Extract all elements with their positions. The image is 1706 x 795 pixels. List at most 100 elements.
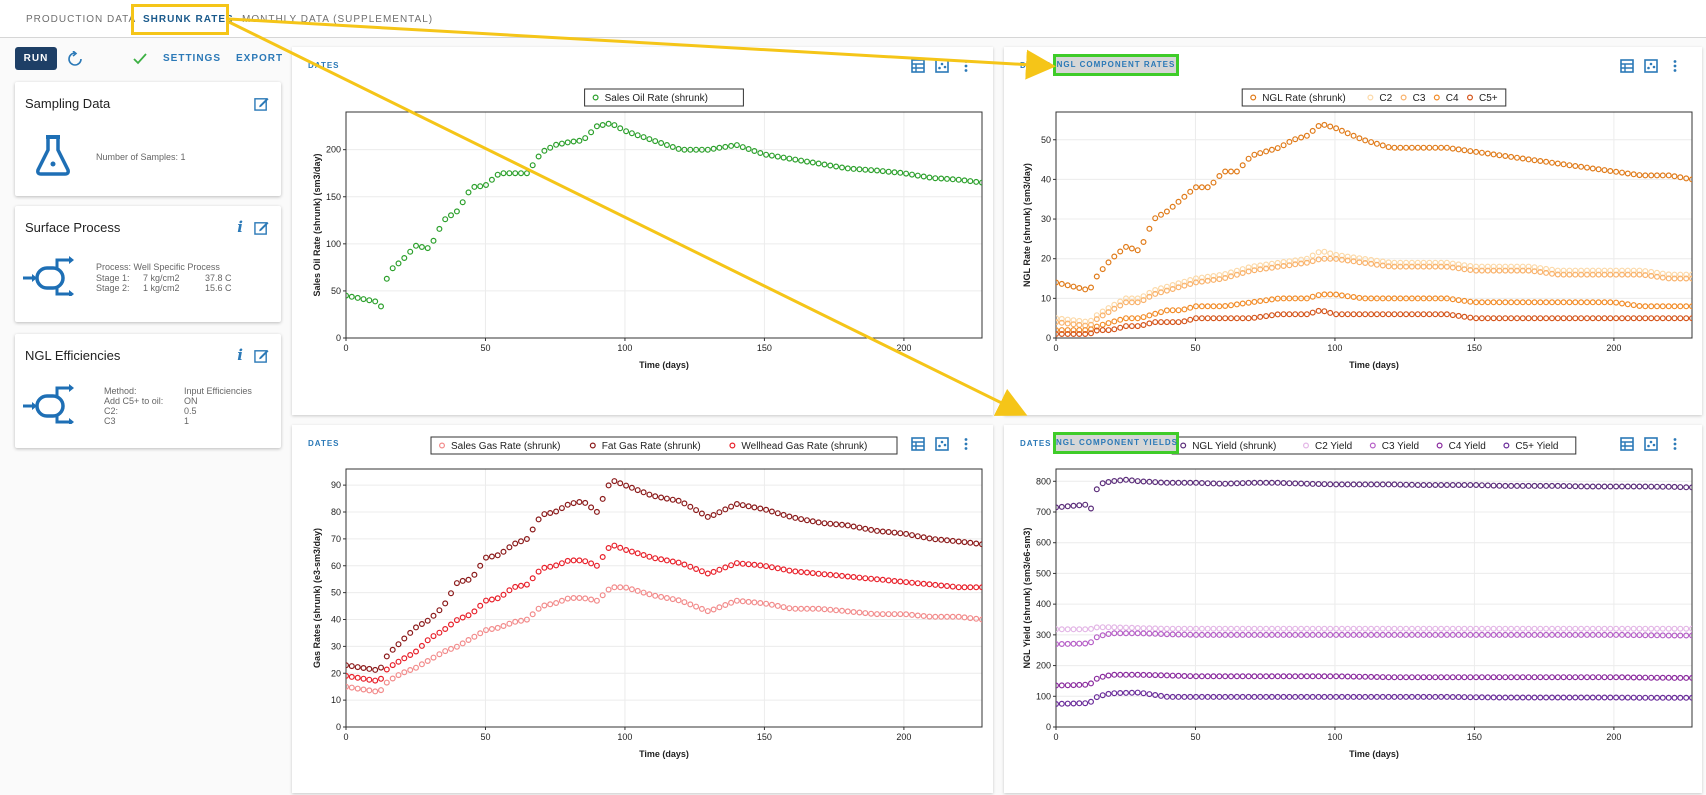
tab-production-data[interactable]: PRODUCTION DATA [26, 14, 137, 25]
info-icon[interactable]: i [237, 346, 243, 364]
data-point [1554, 625, 1561, 632]
data-point [1531, 268, 1538, 275]
data-point [1613, 631, 1620, 638]
dates-button[interactable]: DATES [308, 439, 340, 448]
data-point [1111, 253, 1118, 260]
data-point [1566, 162, 1573, 169]
table-icon[interactable] [1620, 437, 1634, 451]
data-point [1572, 315, 1579, 322]
data-point [774, 565, 781, 572]
info-icon[interactable]: i [237, 218, 243, 236]
data-point [1502, 267, 1509, 274]
data-point [1228, 269, 1235, 276]
y-axis-label: Sales Oil Rate (shrunk) (sm3/day) [312, 153, 322, 296]
run-button[interactable]: RUN [15, 47, 57, 70]
data-point [1508, 153, 1515, 160]
data-point [1502, 694, 1509, 701]
data-point [1093, 316, 1100, 323]
scatter-icon[interactable] [1644, 437, 1658, 451]
data-point [1163, 307, 1170, 314]
data-point [1158, 692, 1165, 699]
edit-icon[interactable] [254, 220, 269, 235]
dates-button[interactable]: DATES [1020, 439, 1052, 448]
data-point [1228, 273, 1235, 280]
data-point [1490, 299, 1497, 306]
scatter-icon[interactable] [1644, 59, 1658, 73]
data-point [1379, 693, 1386, 700]
data-point [949, 537, 956, 544]
settings-button[interactable]: SETTINGS [163, 53, 222, 64]
data-point [868, 526, 875, 533]
data-point [1193, 631, 1200, 638]
data-point [628, 548, 635, 555]
data-point [500, 548, 507, 555]
data-point [1158, 479, 1165, 486]
data-point [1373, 481, 1380, 488]
plot-frame [1055, 468, 1693, 728]
export-button[interactable]: EXPORT [236, 53, 284, 64]
data-point [1467, 631, 1474, 638]
data-point [1163, 283, 1170, 290]
data-point [1303, 480, 1310, 487]
data-point [1531, 157, 1538, 164]
data-point [1385, 259, 1392, 266]
data-point [1531, 694, 1538, 701]
data-point [1548, 159, 1555, 166]
data-point [1181, 479, 1188, 486]
chart-panel-gas: DATES 0 50 100 150 200 0 10 20 30 40 50 60 70 80 90 Tim… [292, 425, 993, 793]
ngl-component-rates-button[interactable]: NGL COMPONENT RATES [1053, 54, 1179, 76]
data-point [827, 571, 834, 578]
data-point [1531, 631, 1538, 638]
data-point [1333, 125, 1340, 132]
data-point [1601, 315, 1608, 322]
data-point [1449, 264, 1456, 271]
data-point [500, 170, 507, 177]
data-point [681, 599, 688, 606]
legend-entry: C2 Yield [1315, 441, 1352, 452]
y-tick-label: 50 [1041, 135, 1051, 145]
data-point [1671, 483, 1678, 490]
data-point [903, 611, 910, 618]
data-point [1420, 295, 1427, 302]
data-point [1496, 694, 1503, 701]
tab-monthly-data[interactable]: MONTHLY DATA (SUPPLEMENTAL) [242, 14, 434, 25]
more-vertical-icon[interactable] [1668, 59, 1682, 73]
data-point [1117, 316, 1124, 323]
data-point [1298, 625, 1305, 632]
data-point [1315, 631, 1322, 638]
method-value: Input Efficiencies [184, 386, 252, 396]
data-point [1438, 259, 1445, 266]
refresh-icon[interactable] [67, 51, 83, 67]
data-point [541, 602, 548, 609]
data-point [1408, 311, 1415, 318]
data-point [1344, 253, 1351, 260]
more-vertical-icon[interactable] [1668, 437, 1682, 451]
data-point [1134, 625, 1141, 632]
table-icon[interactable] [1620, 59, 1634, 73]
data-point [1292, 295, 1299, 302]
data-point [1560, 625, 1567, 632]
scatter-icon[interactable] [935, 437, 949, 451]
table-icon[interactable] [911, 437, 925, 451]
data-point [1385, 481, 1392, 488]
data-point [412, 624, 419, 631]
data-point [1560, 267, 1567, 274]
data-point [698, 568, 705, 575]
data-point [1292, 693, 1299, 700]
more-vertical-icon[interactable] [959, 437, 973, 451]
ngl-component-yields-button[interactable]: NGL COMPONENT YIELDS [1053, 432, 1179, 454]
data-point [1671, 315, 1678, 322]
data-point [593, 123, 600, 130]
data-point [792, 568, 799, 575]
data-point [1525, 631, 1532, 638]
edit-icon[interactable] [254, 348, 269, 363]
data-point [949, 583, 956, 590]
chart-panel-oil: DATES 0 50 100 150 200 0 50 100 150 200 Time (days… [292, 47, 993, 415]
data-point [1210, 276, 1217, 283]
data-point [1233, 301, 1240, 308]
edit-icon[interactable] [254, 96, 269, 111]
data-point [1531, 625, 1538, 632]
tab-shrunk-rates[interactable]: SHRUNK RATES [143, 14, 234, 25]
data-point [1414, 259, 1421, 266]
data-point [1076, 327, 1083, 334]
